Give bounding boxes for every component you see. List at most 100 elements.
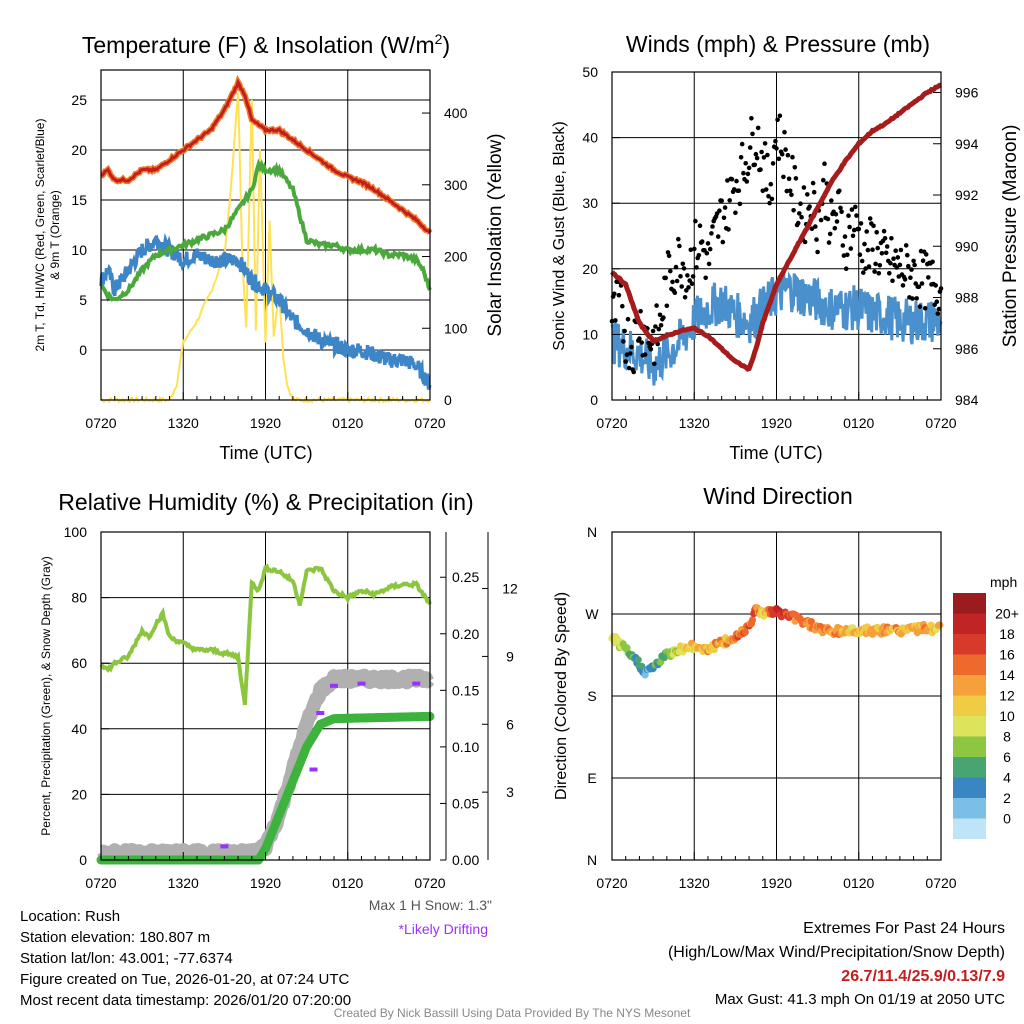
- dewpoint-line: [100, 158, 432, 303]
- y-tick-label: 20: [71, 786, 87, 802]
- colorbar-tick-label: 16: [999, 647, 1015, 663]
- winds-xlabel: Time (UTC): [729, 443, 822, 463]
- gust-point: [758, 167, 763, 172]
- gust-point: [690, 274, 696, 279]
- gust-point: [791, 208, 796, 213]
- gust-point: [653, 324, 658, 329]
- y2-tick-label: 988: [955, 290, 979, 306]
- gust-point: [891, 256, 896, 262]
- gust-point: [853, 204, 858, 210]
- colorbar-tick-label: 2: [1003, 790, 1011, 806]
- gust-point: [807, 204, 812, 209]
- gust-point: [642, 352, 648, 357]
- temperature-panel: 0720 1320 1920 0120 0720 0 5 10 15 20 25 0 100 200 300…: [33, 31, 506, 463]
- colorbar-tick-label: 8: [1003, 729, 1011, 745]
- gust-point: [776, 156, 782, 162]
- colorbar-segment: [953, 818, 986, 839]
- max-gust-text: Max Gust: 41.3 mph On 01/19 at 2050 UTC: [714, 991, 1005, 1008]
- extremes-title: Extremes For Past 24 Hours: [803, 920, 1005, 937]
- y2-tick-label: 996: [955, 85, 979, 101]
- temperature-ylabel-line2: & 9m T (Orange): [48, 190, 62, 280]
- y-tick-label: 40: [71, 721, 87, 737]
- gust-point: [858, 221, 864, 226]
- gust-point: [726, 227, 731, 232]
- gust-point: [784, 188, 790, 194]
- gust-point: [681, 266, 687, 271]
- y-tick-label: 10: [71, 242, 87, 258]
- gust-point: [720, 239, 726, 245]
- gust-point: [795, 220, 801, 226]
- gust-point: [761, 155, 767, 160]
- gust-point: [699, 239, 705, 244]
- gust-point: [638, 308, 643, 314]
- colorbar-segment: [953, 798, 986, 819]
- gust-point: [908, 275, 913, 281]
- x-tick-label: 0720: [925, 875, 956, 891]
- gust-point: [779, 151, 785, 157]
- gust-point: [895, 255, 901, 260]
- gust-point: [616, 292, 622, 298]
- gust-point: [850, 233, 856, 239]
- direction-tick-label: S: [587, 688, 596, 704]
- gust-point: [872, 269, 877, 274]
- gust-point: [815, 249, 820, 255]
- gust-point: [639, 340, 644, 345]
- gust-point: [655, 341, 660, 347]
- x-tick-label: 1320: [679, 875, 710, 891]
- y-tick-label: 80: [71, 590, 87, 606]
- gust-point: [734, 178, 739, 184]
- gust-point: [920, 258, 926, 264]
- gust-point: [729, 176, 735, 182]
- gust-point: [887, 271, 892, 276]
- gust-point: [765, 152, 770, 158]
- gust-point: [799, 214, 804, 220]
- gust-point: [840, 243, 846, 248]
- gust-point: [685, 273, 690, 278]
- precip-tick-label: 0.25: [452, 569, 479, 585]
- temperature-ylabel-line1: 2m T, Td, HI/WC (Red, Green, Scarlet/Blu…: [33, 119, 47, 352]
- gust-point: [894, 265, 899, 270]
- gust-point: [834, 219, 840, 224]
- gust-point: [737, 201, 743, 207]
- gust-point: [625, 316, 631, 322]
- gust-point: [864, 229, 869, 234]
- gust-point: [814, 237, 819, 242]
- x-tick-label: 0720: [925, 415, 956, 431]
- gust-point: [783, 147, 788, 152]
- gust-point: [622, 328, 627, 334]
- gust-point: [689, 281, 695, 287]
- x-tick-label: 1920: [761, 875, 792, 891]
- y-tick-label: 40: [582, 130, 598, 146]
- extremes-legend: (High/Low/Max Wind/Precipitation/Snow De…: [667, 944, 1005, 961]
- colorbar-segment: [953, 716, 986, 737]
- gust-point: [898, 247, 904, 253]
- x-tick-label: 0720: [85, 875, 116, 891]
- gust-point: [837, 188, 842, 194]
- gust-point: [693, 218, 698, 224]
- gust-point: [686, 285, 691, 290]
- gust-point: [767, 200, 772, 206]
- elevation-text: Station elevation: 180.807 m: [20, 929, 211, 946]
- direction-tick-label: N: [587, 524, 597, 540]
- winds-ylabel: Sonic Wind & Gust (Blue, Black): [551, 121, 568, 350]
- gust-point: [862, 241, 867, 247]
- gust-point: [805, 192, 810, 197]
- gust-point: [775, 117, 780, 123]
- gust-point: [890, 278, 895, 284]
- gust-point: [826, 240, 832, 245]
- gust-point: [652, 361, 657, 367]
- gust-point: [935, 311, 941, 316]
- gust-point: [706, 261, 712, 267]
- gust-point: [798, 201, 803, 206]
- gust-point: [710, 224, 715, 229]
- gust-point: [704, 250, 710, 256]
- gust-point: [762, 141, 768, 146]
- colorbar-tick-label: 0: [1003, 811, 1011, 827]
- y-tick-label: 60: [71, 655, 87, 671]
- relative-humidity-line: [99, 563, 432, 706]
- gust-point: [902, 277, 908, 282]
- gust-point: [914, 296, 919, 301]
- x-tick-label: 0720: [596, 875, 627, 891]
- y-tick-label: 0: [590, 392, 598, 408]
- gust-point: [692, 246, 697, 252]
